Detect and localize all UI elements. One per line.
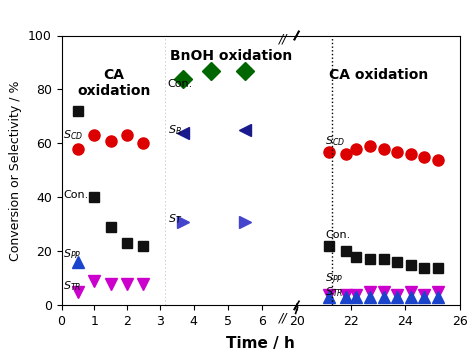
Text: CA oxidation: CA oxidation xyxy=(328,68,428,82)
Text: Con.: Con. xyxy=(63,190,89,200)
Text: $S_{TR}$: $S_{TR}$ xyxy=(325,285,344,299)
Text: $S_{CD}$: $S_{CD}$ xyxy=(63,129,83,142)
Text: $S_{CD}$: $S_{CD}$ xyxy=(325,134,345,148)
Y-axis label: Conversion or Selectivity / %: Conversion or Selectivity / % xyxy=(9,80,22,261)
Text: $S_{TR}$: $S_{TR}$ xyxy=(63,279,82,293)
Text: Con.: Con. xyxy=(325,230,350,240)
Text: CA
oxidation: CA oxidation xyxy=(77,68,151,98)
Text: $S_{T}$: $S_{T}$ xyxy=(168,212,182,226)
Text: $S_{B}$: $S_{B}$ xyxy=(168,123,182,137)
Text: //: // xyxy=(279,311,288,324)
Text: Time / h: Time / h xyxy=(226,336,295,351)
Text: $S_{PP}$: $S_{PP}$ xyxy=(63,247,82,261)
Text: $S_{PP}$: $S_{PP}$ xyxy=(325,272,344,285)
Text: Con.: Con. xyxy=(168,79,193,89)
Text: //: // xyxy=(279,33,288,45)
Text: BnOH oxidation: BnOH oxidation xyxy=(170,49,292,63)
